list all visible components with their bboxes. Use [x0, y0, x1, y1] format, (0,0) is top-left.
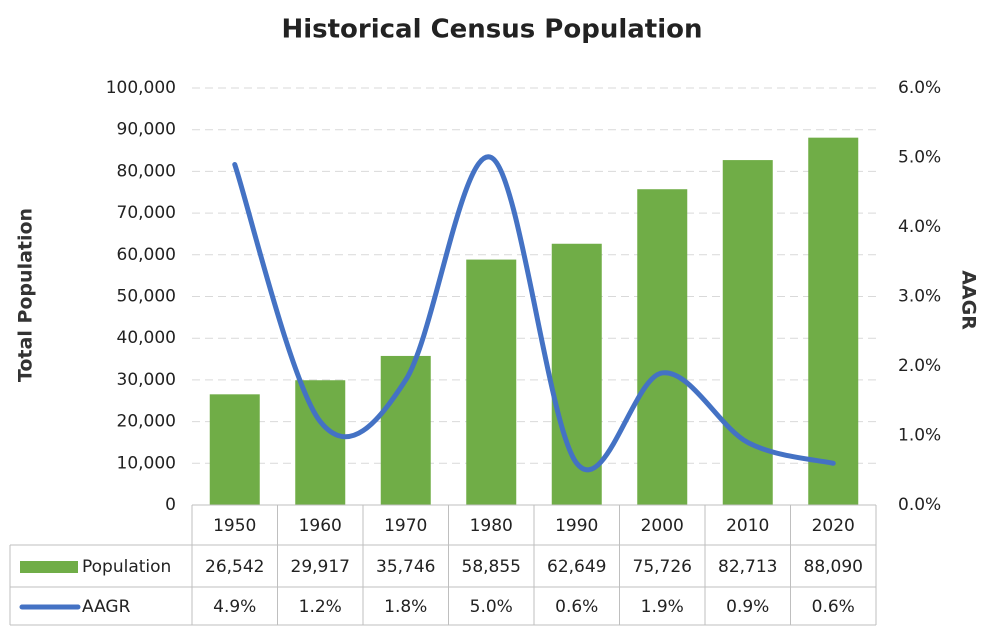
x-tick-label: 1970 [384, 516, 427, 536]
table-value: 62,649 [547, 557, 606, 577]
y-tick-label: 50,000 [117, 287, 176, 307]
x-tick-label: 1980 [470, 516, 513, 536]
x-tick-label: 1990 [555, 516, 598, 536]
line [232, 154, 836, 473]
y2-tick-label: 0.0% [898, 495, 941, 515]
x-tick-label: 2020 [812, 516, 855, 536]
table-value: 0.6% [555, 597, 598, 617]
legend-label: Population [82, 557, 171, 577]
table-value: 58,855 [462, 557, 521, 577]
x-tick-label: 1960 [299, 516, 342, 536]
x-tick-label: 1950 [213, 516, 256, 536]
bar [295, 380, 346, 505]
y-tick-label: 10,000 [117, 453, 176, 473]
table-value: 4.9% [213, 597, 256, 617]
y-tick-label: 30,000 [117, 370, 176, 390]
table-value: 35,746 [376, 557, 435, 577]
x-tick-label: 2000 [641, 516, 684, 536]
y-tick-label: 60,000 [117, 245, 176, 265]
bar [808, 137, 859, 505]
y2-axis-title: AAGR [958, 270, 980, 330]
bar [637, 189, 688, 505]
legend-label: AAGR [82, 597, 131, 617]
y2-tick-label: 2.0% [898, 356, 941, 376]
chart-title: Historical Census Population [281, 15, 702, 45]
y2-tick-label: 5.0% [898, 148, 941, 168]
table-value: 1.8% [384, 597, 427, 617]
y-tick-label: 80,000 [117, 161, 176, 181]
bar [722, 160, 773, 505]
table-value: 88,090 [804, 557, 863, 577]
table-value: 26,542 [205, 557, 264, 577]
y-axis-title: Total Population [15, 208, 37, 382]
y2-tick-label: 4.0% [898, 217, 941, 237]
y2-tick-label: 3.0% [898, 287, 941, 307]
table-value: 0.6% [812, 597, 855, 617]
table-value: 29,917 [291, 557, 350, 577]
y2-tick-label: 1.0% [898, 426, 941, 446]
table-value: 82,713 [718, 557, 777, 577]
bar [209, 394, 260, 505]
y-tick-label: 0 [165, 495, 176, 515]
y-tick-label: 100,000 [106, 78, 176, 98]
bar [466, 259, 517, 505]
table-value: 75,726 [633, 557, 692, 577]
table-value: 1.2% [299, 597, 342, 617]
table-value: 5.0% [470, 597, 513, 617]
table-value: 1.9% [641, 597, 684, 617]
y-tick-label: 90,000 [117, 120, 176, 140]
x-tick-label: 2010 [726, 516, 769, 536]
y-tick-label: 20,000 [117, 412, 176, 432]
y-tick-label: 70,000 [117, 203, 176, 223]
y-tick-label: 40,000 [117, 328, 176, 348]
y2-tick-label: 6.0% [898, 78, 941, 98]
table-value: 0.9% [726, 597, 769, 617]
legend-key [20, 561, 78, 573]
